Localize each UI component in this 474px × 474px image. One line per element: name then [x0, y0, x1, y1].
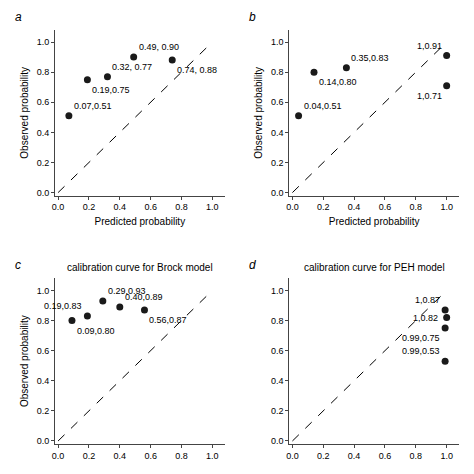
- svg-text:Observed probability: Observed probability: [19, 315, 30, 407]
- svg-text:0.99,0.53: 0.99,0.53: [402, 346, 440, 356]
- svg-text:0.4: 0.4: [37, 376, 50, 386]
- svg-text:0.0: 0.0: [286, 451, 299, 461]
- svg-text:0.07,0.51: 0.07,0.51: [74, 101, 112, 111]
- svg-text:0.0: 0.0: [37, 188, 50, 198]
- svg-text:0.6: 0.6: [144, 451, 157, 461]
- svg-text:0.8: 0.8: [37, 67, 50, 77]
- svg-text:0.2: 0.2: [37, 406, 50, 416]
- svg-text:1.0: 1.0: [206, 202, 219, 212]
- svg-text:0.8: 0.8: [175, 202, 188, 212]
- svg-text:b: b: [249, 10, 256, 24]
- svg-text:0.0: 0.0: [271, 436, 284, 446]
- svg-text:0.0: 0.0: [37, 436, 50, 446]
- svg-text:0.8: 0.8: [271, 316, 284, 326]
- svg-text:1,0.87: 1,0.87: [415, 295, 440, 305]
- svg-text:0.4: 0.4: [114, 202, 127, 212]
- svg-text:0.56,0.87: 0.56,0.87: [149, 315, 187, 325]
- svg-text:0.14,0.80: 0.14,0.80: [319, 77, 357, 87]
- svg-text:1.0: 1.0: [271, 37, 284, 47]
- svg-text:0.0: 0.0: [271, 188, 284, 198]
- svg-text:c: c: [15, 258, 21, 272]
- svg-text:Observed probability: Observed probability: [253, 67, 264, 159]
- svg-text:0.2: 0.2: [317, 451, 330, 461]
- svg-text:Predicted probability: Predicted probability: [329, 216, 420, 227]
- svg-text:0.04,0.51: 0.04,0.51: [304, 101, 342, 111]
- svg-text:0.6: 0.6: [271, 346, 284, 356]
- svg-text:0.6: 0.6: [37, 97, 50, 107]
- svg-text:1.0: 1.0: [37, 286, 50, 296]
- svg-text:0.4: 0.4: [114, 451, 127, 461]
- svg-text:0.4: 0.4: [348, 202, 361, 212]
- svg-text:0.2: 0.2: [83, 451, 96, 461]
- svg-text:1,0.91: 1,0.91: [417, 41, 442, 51]
- svg-text:0.6: 0.6: [37, 346, 50, 356]
- svg-text:1.0: 1.0: [206, 451, 219, 461]
- svg-text:Predicted probability: Predicted probability: [95, 216, 186, 227]
- svg-text:0.2: 0.2: [317, 202, 330, 212]
- svg-text:0.40,0.89: 0.40,0.89: [125, 292, 163, 302]
- svg-text:1,0.71: 1,0.71: [417, 91, 442, 101]
- svg-text:0.09,0.80: 0.09,0.80: [77, 326, 115, 336]
- svg-text:calibration curve for Brock mo: calibration curve for Brock model: [67, 262, 213, 273]
- svg-text:calibration curve for PEH mode: calibration curve for PEH model: [304, 262, 445, 273]
- svg-text:0.2: 0.2: [37, 158, 50, 168]
- svg-text:0.32, 0.77: 0.32, 0.77: [112, 62, 152, 72]
- svg-text:0.74, 0.88: 0.74, 0.88: [177, 65, 217, 75]
- svg-text:0.2: 0.2: [271, 158, 284, 168]
- svg-text:0.8: 0.8: [37, 316, 50, 326]
- svg-text:d: d: [249, 258, 256, 272]
- svg-text:0.19,0.75: 0.19,0.75: [92, 85, 130, 95]
- svg-text:0.4: 0.4: [37, 128, 50, 138]
- svg-text:a: a: [15, 10, 22, 24]
- svg-text:0.8: 0.8: [175, 451, 188, 461]
- svg-text:1.0: 1.0: [37, 37, 50, 47]
- svg-text:0.49, 0.90: 0.49, 0.90: [139, 42, 179, 52]
- svg-text:1.0: 1.0: [440, 451, 453, 461]
- svg-text:0.6: 0.6: [379, 451, 392, 461]
- svg-text:0.8: 0.8: [410, 202, 423, 212]
- svg-text:0.4: 0.4: [348, 451, 361, 461]
- svg-text:0.0: 0.0: [52, 202, 65, 212]
- svg-text:0.2: 0.2: [83, 202, 96, 212]
- svg-text:0.4: 0.4: [271, 128, 284, 138]
- svg-text:0.8: 0.8: [271, 67, 284, 77]
- svg-text:0.8: 0.8: [410, 451, 423, 461]
- svg-text:0.99,0.75: 0.99,0.75: [402, 333, 440, 343]
- svg-text:0.29,0.93: 0.29,0.93: [108, 286, 146, 296]
- svg-text:Observed probability: Observed probability: [19, 67, 30, 159]
- svg-text:0.6: 0.6: [144, 202, 157, 212]
- svg-text:0.0: 0.0: [52, 451, 65, 461]
- svg-text:0.19,0.83: 0.19,0.83: [44, 301, 82, 311]
- svg-text:0.0: 0.0: [286, 202, 299, 212]
- svg-text:1.0: 1.0: [271, 286, 284, 296]
- svg-text:1.0: 1.0: [440, 202, 453, 212]
- svg-text:0.2: 0.2: [271, 406, 284, 416]
- svg-text:0.35,0.83: 0.35,0.83: [351, 53, 389, 63]
- svg-text:0.6: 0.6: [379, 202, 392, 212]
- svg-text:1,0.82: 1,0.82: [413, 313, 438, 323]
- svg-text:0.6: 0.6: [271, 97, 284, 107]
- svg-text:0.4: 0.4: [271, 376, 284, 386]
